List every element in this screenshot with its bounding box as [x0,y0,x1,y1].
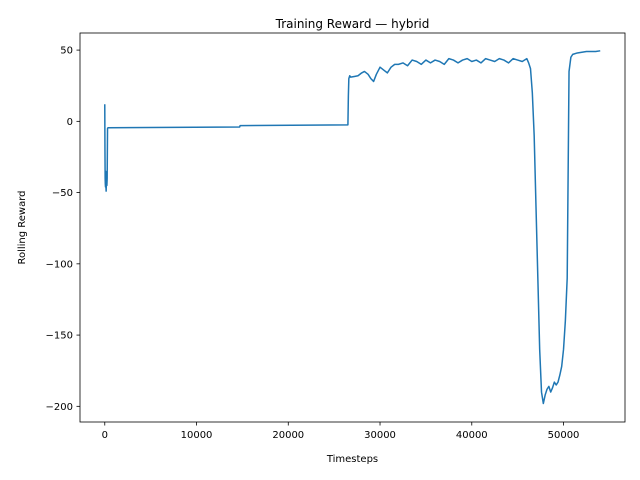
y-tick-label: −200 [46,402,73,413]
y-tick-label: 50 [60,46,73,57]
y-tick-label: 0 [67,117,73,128]
x-tick-label: 20000 [272,430,304,441]
plot-area [80,33,625,422]
x-axis-label: Timesteps [326,454,378,465]
y-axis-label: Rolling Reward [17,190,28,264]
plot-frame [79,32,626,423]
x-tick-label: 10000 [181,430,213,441]
y-axis-ticks: 50 0 −50 −100 −150 −200 [46,46,80,413]
x-tick-label: 0 [102,430,108,441]
y-tick-label: −100 [46,259,73,270]
y-tick-label: −50 [52,188,73,199]
x-tick-label: 40000 [456,430,488,441]
chart-title: Training Reward — hybrid [275,17,430,31]
x-tick-label: 30000 [364,430,396,441]
y-tick-label: −150 [46,331,73,342]
x-tick-label: 50000 [548,430,580,441]
series-line [104,50,601,405]
x-axis-ticks: 0 10000 20000 30000 40000 50000 [102,422,580,441]
